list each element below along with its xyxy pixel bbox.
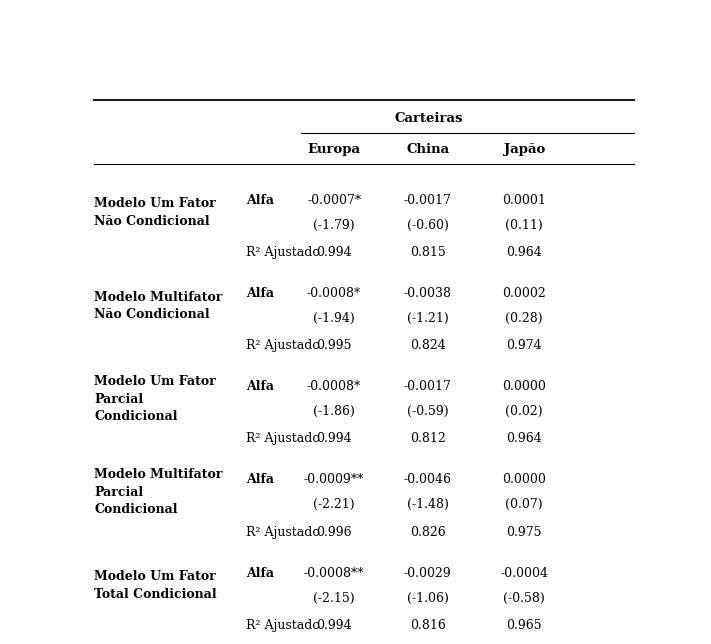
- Text: -0.0017: -0.0017: [404, 194, 451, 207]
- Text: R² Ajustado: R² Ajustado: [246, 619, 320, 632]
- Text: Alfa: Alfa: [246, 380, 274, 393]
- Text: -0.0038: -0.0038: [404, 287, 451, 300]
- Text: 0.974: 0.974: [506, 339, 542, 352]
- Text: 0.0000: 0.0000: [502, 380, 546, 393]
- Text: Alfa: Alfa: [246, 473, 274, 486]
- Text: -0.0008*: -0.0008*: [307, 287, 361, 300]
- Text: 0.826: 0.826: [410, 526, 446, 538]
- Text: (-1.21): (-1.21): [407, 312, 449, 325]
- Text: Carteiras: Carteiras: [395, 112, 464, 125]
- Text: (-1.48): (-1.48): [407, 498, 449, 511]
- Text: Modelo Um Fator
Total Condicional: Modelo Um Fator Total Condicional: [95, 571, 217, 601]
- Text: (0.02): (0.02): [506, 405, 543, 418]
- Text: 0.815: 0.815: [410, 246, 446, 259]
- Text: Japão: Japão: [503, 143, 545, 156]
- Text: 0.994: 0.994: [316, 246, 352, 259]
- Text: Alfa: Alfa: [246, 194, 274, 207]
- Text: 0.824: 0.824: [410, 339, 446, 352]
- Text: 0.0000: 0.0000: [502, 473, 546, 486]
- Text: Modelo Multifator
Não Condicional: Modelo Multifator Não Condicional: [95, 290, 223, 321]
- Text: Modelo Um Fator
Parcial
Condicional: Modelo Um Fator Parcial Condicional: [95, 375, 216, 423]
- Text: R² Ajustado: R² Ajustado: [246, 526, 320, 538]
- Text: 0.964: 0.964: [506, 432, 542, 445]
- Text: China: China: [406, 143, 449, 156]
- Text: (-0.58): (-0.58): [503, 591, 545, 605]
- Text: -0.0007*: -0.0007*: [307, 194, 361, 207]
- Text: -0.0004: -0.0004: [500, 567, 548, 580]
- Text: Alfa: Alfa: [246, 287, 274, 300]
- Text: 0.0001: 0.0001: [502, 194, 546, 207]
- Text: R² Ajustado: R² Ajustado: [246, 246, 320, 259]
- Text: 0.0002: 0.0002: [502, 287, 546, 300]
- Text: Modelo Multifator
Parcial
Condicional: Modelo Multifator Parcial Condicional: [95, 468, 223, 516]
- Text: Alfa: Alfa: [246, 567, 274, 580]
- Text: -0.0008**: -0.0008**: [304, 567, 364, 580]
- Text: (0.28): (0.28): [506, 312, 543, 325]
- Text: 0.994: 0.994: [316, 432, 352, 445]
- Text: (0.11): (0.11): [506, 218, 543, 232]
- Text: 0.812: 0.812: [410, 432, 446, 445]
- Text: -0.0017: -0.0017: [404, 380, 451, 393]
- Text: (-1.79): (-1.79): [314, 218, 355, 232]
- Text: (-0.59): (-0.59): [407, 405, 449, 418]
- Text: Modelo Um Fator
Não Condicional: Modelo Um Fator Não Condicional: [95, 198, 216, 228]
- Text: (0.07): (0.07): [506, 498, 543, 511]
- Text: R² Ajustado: R² Ajustado: [246, 432, 320, 445]
- Text: (-1.86): (-1.86): [313, 405, 355, 418]
- Text: -0.0046: -0.0046: [404, 473, 451, 486]
- Text: 0.965: 0.965: [506, 619, 542, 632]
- Text: Europa: Europa: [308, 143, 360, 156]
- Text: 0.996: 0.996: [316, 526, 352, 538]
- Text: (-0.60): (-0.60): [407, 218, 449, 232]
- Text: 0.964: 0.964: [506, 246, 542, 259]
- Text: 0.994: 0.994: [316, 619, 352, 632]
- Text: 0.975: 0.975: [506, 526, 542, 538]
- Text: -0.0009**: -0.0009**: [304, 473, 364, 486]
- Text: (-1.94): (-1.94): [314, 312, 355, 325]
- Text: -0.0029: -0.0029: [404, 567, 451, 580]
- Text: (-2.21): (-2.21): [314, 498, 355, 511]
- Text: (-2.15): (-2.15): [314, 591, 355, 605]
- Text: -0.0008*: -0.0008*: [307, 380, 361, 393]
- Text: 0.995: 0.995: [316, 339, 352, 352]
- Text: 0.816: 0.816: [410, 619, 446, 632]
- Text: (-1.06): (-1.06): [407, 591, 449, 605]
- Text: R² Ajustado: R² Ajustado: [246, 339, 320, 352]
